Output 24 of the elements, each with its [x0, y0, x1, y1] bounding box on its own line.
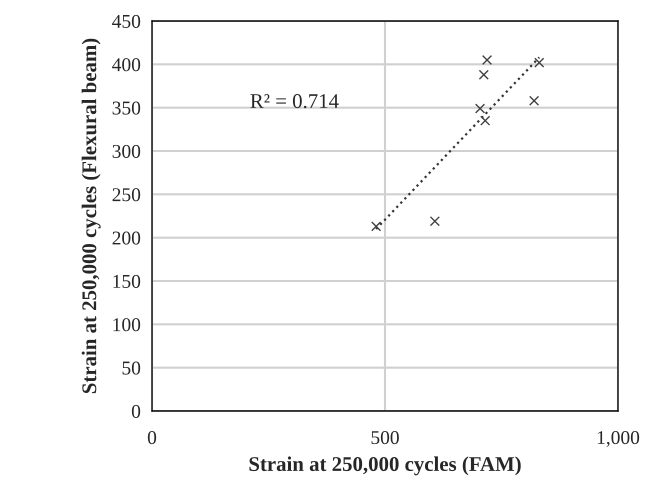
y-tick-label: 300 [112, 144, 140, 158]
y-tick-label: 100 [113, 318, 140, 332]
y-tick-label: 50 [122, 361, 140, 375]
point [480, 116, 490, 126]
y-tick-label: 250 [112, 188, 140, 202]
y-tick-label: 0 [132, 404, 140, 418]
point [478, 70, 489, 80]
y-tick-label: 200 [112, 231, 140, 245]
y-tick-label: 450 [112, 14, 140, 28]
point [534, 58, 544, 68]
annotation: R² = 0.714 [250, 94, 339, 108]
y-tick-label: 350 [112, 101, 140, 115]
x-axis-title: Strain at 250,000 cycles (FAM) [249, 456, 521, 476]
x-tick-label: 0 [148, 431, 156, 444]
x-tick-label: 500 [372, 431, 399, 444]
x-tick-label: 1,000 [598, 431, 640, 447]
y-axis-title: Strain at 250,000 cycles (Flexural beam) [82, 38, 101, 394]
point [430, 216, 440, 226]
point [371, 221, 382, 232]
point [474, 103, 486, 114]
y-tick-label: 150 [113, 274, 140, 288]
y-tick-label: 400 [112, 58, 140, 72]
point [529, 96, 540, 106]
point [482, 54, 492, 66]
